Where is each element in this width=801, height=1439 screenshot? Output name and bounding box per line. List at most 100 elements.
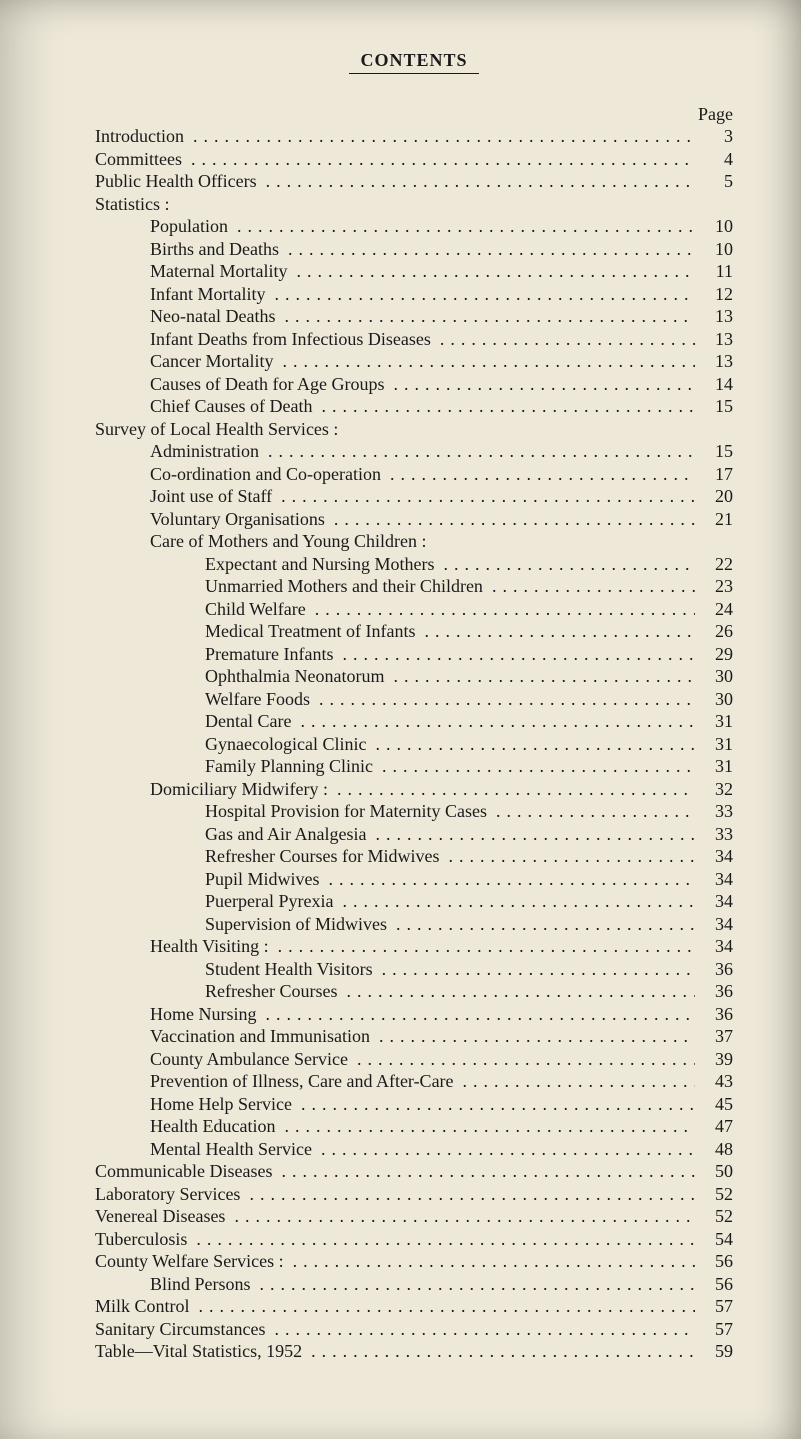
toc-gap [337, 980, 346, 1003]
toc-page-number: 22 [695, 553, 733, 576]
toc-label: Child Welfare [95, 598, 306, 621]
toc-page-number: 37 [695, 1025, 733, 1048]
toc-page-number: 23 [695, 575, 733, 598]
toc-label: Supervision of Midwives [95, 913, 387, 936]
toc-gap [370, 1025, 379, 1048]
toc-gap [182, 148, 191, 171]
toc-page-number: 50 [695, 1160, 733, 1183]
toc-gap [310, 688, 319, 711]
dot-leader: ........................................… [284, 305, 695, 328]
toc-page-number: 24 [695, 598, 733, 621]
dot-leader: ........................................… [278, 935, 695, 958]
toc-page-number: 20 [695, 485, 733, 508]
toc-row: Health Education .......................… [95, 1115, 733, 1138]
toc-page-number: 34 [695, 890, 733, 913]
dot-leader: ........................................… [393, 665, 695, 688]
dot-leader: ........................................… [337, 778, 695, 801]
toc-page-number: 5 [695, 170, 733, 193]
dot-leader: ........................................… [281, 485, 695, 508]
title-underline [349, 73, 479, 74]
toc-page-number: 34 [695, 868, 733, 891]
toc-row: Vaccination and Immunisation ...........… [95, 1025, 733, 1048]
toc-label: Puerperal Pyrexia [95, 890, 333, 913]
page-title: CONTENTS [95, 50, 733, 71]
toc-page-number: 30 [695, 688, 733, 711]
toc-label: Joint use of Staff [95, 485, 272, 508]
dot-leader: ........................................… [266, 170, 695, 193]
dot-leader: ........................................… [382, 755, 695, 778]
toc-page-number: 17 [695, 463, 733, 486]
dot-leader: ........................................… [334, 508, 695, 531]
toc-row: Prevention of Illness, Care and After-Ca… [95, 1070, 733, 1093]
toc-label: Table—Vital Statistics, 1952 [95, 1340, 302, 1363]
toc-gap [381, 463, 390, 486]
dot-leader: ........................................… [274, 283, 695, 306]
dot-leader: ........................................… [260, 1273, 695, 1296]
dot-leader: ........................................… [296, 260, 695, 283]
toc-label: Gynaecological Clinic [95, 733, 366, 756]
toc-page-number: 15 [695, 395, 733, 418]
toc-label: Refresher Courses for Midwives [95, 845, 439, 868]
dot-leader: ........................................… [393, 373, 695, 396]
toc-gap [373, 755, 382, 778]
toc-label: Milk Control [95, 1295, 190, 1318]
toc-gap [302, 1340, 311, 1363]
toc-row: Dental Care ............................… [95, 710, 733, 733]
toc-label: Unmarried Mothers and their Children [95, 575, 483, 598]
toc-row: Milk Control ...........................… [95, 1295, 733, 1318]
toc-label: Births and Deaths [95, 238, 279, 261]
toc-label: Sanitary Circumstances [95, 1318, 265, 1341]
toc-label: Expectant and Nursing Mothers [95, 553, 434, 576]
toc-gap [257, 170, 266, 193]
dot-leader: ........................................… [268, 440, 695, 463]
dot-leader: ........................................… [390, 463, 695, 486]
toc-page-number: 52 [695, 1183, 733, 1206]
toc-row: Survey of Local Health Services : [95, 418, 733, 441]
toc-row: Neo-natal Deaths .......................… [95, 305, 733, 328]
toc-gap [366, 733, 375, 756]
toc-label: Causes of Death for Age Groups [95, 373, 384, 396]
dot-leader: ........................................… [492, 575, 695, 598]
toc-page-number: 56 [695, 1250, 733, 1273]
toc-gap [348, 1048, 357, 1071]
toc-label: Voluntary Organisations [95, 508, 325, 531]
dot-leader: ........................................… [448, 845, 695, 868]
toc-row: Population .............................… [95, 215, 733, 238]
toc-row: Infant Mortality .......................… [95, 283, 733, 306]
toc-page-number: 57 [695, 1295, 733, 1318]
toc-gap [387, 913, 396, 936]
toc-gap [259, 440, 268, 463]
toc-row: Cancer Mortality .......................… [95, 350, 733, 373]
dot-leader: ........................................… [463, 1070, 695, 1093]
dot-leader: ........................................… [379, 1025, 695, 1048]
toc-label: Refresher Courses [95, 980, 337, 1003]
toc-gap [487, 800, 496, 823]
toc-gap [225, 1205, 234, 1228]
toc-gap [240, 1183, 249, 1206]
toc-label: Co-ordination and Co-operation [95, 463, 381, 486]
toc-label: Maternal Mortality [95, 260, 287, 283]
dot-leader: ........................................… [346, 980, 695, 1003]
toc-gap [333, 643, 342, 666]
toc-gap [269, 935, 278, 958]
toc-page-number: 10 [695, 238, 733, 261]
toc-row: Care of Mothers and Young Children : [95, 530, 733, 553]
toc-page-number: 13 [695, 305, 733, 328]
toc-row: Introduction ...........................… [95, 125, 733, 148]
toc-label: Ophthalmia Neonatorum [95, 665, 384, 688]
page-column-header: Page [95, 104, 733, 125]
dot-leader: ........................................… [342, 643, 695, 666]
toc-row: Home Help Service ......................… [95, 1093, 733, 1116]
toc-page-number: 14 [695, 373, 733, 396]
toc-row: Medical Treatment of Infants ...........… [95, 620, 733, 643]
toc-row: Statistics : [95, 193, 733, 216]
toc-row: Welfare Foods ..........................… [95, 688, 733, 711]
toc-row: Laboratory Services ....................… [95, 1183, 733, 1206]
toc-gap [325, 508, 334, 531]
toc-label: Care of Mothers and Young Children : [95, 530, 426, 553]
toc-page-number: 3 [695, 125, 733, 148]
dot-leader: ........................................… [282, 350, 695, 373]
toc-label: Venereal Diseases [95, 1205, 225, 1228]
dot-leader: ........................................… [196, 1228, 695, 1251]
toc-label: Survey of Local Health Services : [95, 418, 338, 441]
